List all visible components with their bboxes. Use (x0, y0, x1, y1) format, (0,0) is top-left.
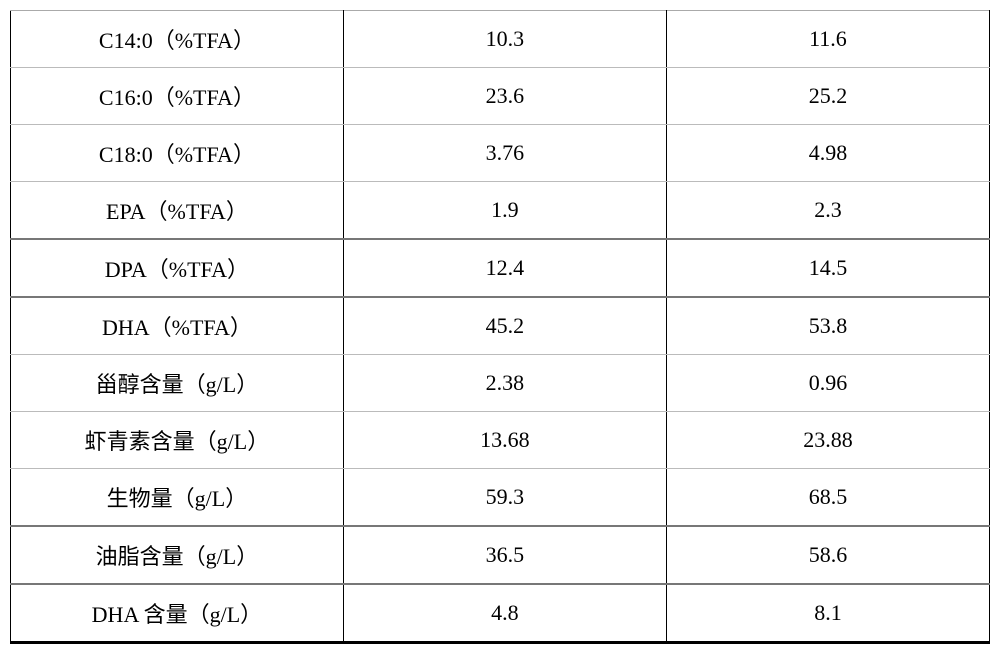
table-row: DHA（%TFA） 45.2 53.8 (11, 297, 990, 355)
row-value-2: 8.1 (666, 584, 989, 643)
row-label: DHA 含量（g/L） (11, 584, 344, 643)
row-value-1: 13.68 (343, 412, 666, 469)
row-value-2: 53.8 (666, 297, 989, 355)
row-label: 生物量（g/L） (11, 469, 344, 527)
table-row: 虾青素含量（g/L） 13.68 23.88 (11, 412, 990, 469)
table-row: 油脂含量（g/L） 36.5 58.6 (11, 526, 990, 584)
row-value-1: 12.4 (343, 239, 666, 297)
row-label: DPA（%TFA） (11, 239, 344, 297)
row-value-1: 4.8 (343, 584, 666, 643)
table-row: DPA（%TFA） 12.4 14.5 (11, 239, 990, 297)
row-value-2: 4.98 (666, 125, 989, 182)
row-label: EPA（%TFA） (11, 182, 344, 240)
table-row: DHA 含量（g/L） 4.8 8.1 (11, 584, 990, 643)
row-value-1: 45.2 (343, 297, 666, 355)
row-value-1: 36.5 (343, 526, 666, 584)
row-value-1: 23.6 (343, 68, 666, 125)
row-value-1: 1.9 (343, 182, 666, 240)
table-row: C16:0（%TFA） 23.6 25.2 (11, 68, 990, 125)
table-row: 甾醇含量（g/L） 2.38 0.96 (11, 355, 990, 412)
row-value-2: 25.2 (666, 68, 989, 125)
row-label: C18:0（%TFA） (11, 125, 344, 182)
row-label: DHA（%TFA） (11, 297, 344, 355)
row-value-2: 0.96 (666, 355, 989, 412)
row-label: C16:0（%TFA） (11, 68, 344, 125)
row-value-1: 3.76 (343, 125, 666, 182)
row-label: 油脂含量（g/L） (11, 526, 344, 584)
row-label: 虾青素含量（g/L） (11, 412, 344, 469)
row-value-2: 2.3 (666, 182, 989, 240)
table-row: C18:0（%TFA） 3.76 4.98 (11, 125, 990, 182)
row-value-1: 2.38 (343, 355, 666, 412)
row-value-2: 58.6 (666, 526, 989, 584)
row-label: 甾醇含量（g/L） (11, 355, 344, 412)
table-body: C14:0（%TFA） 10.3 11.6 C16:0（%TFA） 23.6 2… (11, 11, 990, 643)
row-value-1: 10.3 (343, 11, 666, 68)
data-table: C14:0（%TFA） 10.3 11.6 C16:0（%TFA） 23.6 2… (10, 10, 990, 644)
row-value-2: 68.5 (666, 469, 989, 527)
row-value-2: 14.5 (666, 239, 989, 297)
row-label: C14:0（%TFA） (11, 11, 344, 68)
table-row: EPA（%TFA） 1.9 2.3 (11, 182, 990, 240)
table-row: C14:0（%TFA） 10.3 11.6 (11, 11, 990, 68)
table-row: 生物量（g/L） 59.3 68.5 (11, 469, 990, 527)
row-value-2: 23.88 (666, 412, 989, 469)
row-value-2: 11.6 (666, 11, 989, 68)
row-value-1: 59.3 (343, 469, 666, 527)
